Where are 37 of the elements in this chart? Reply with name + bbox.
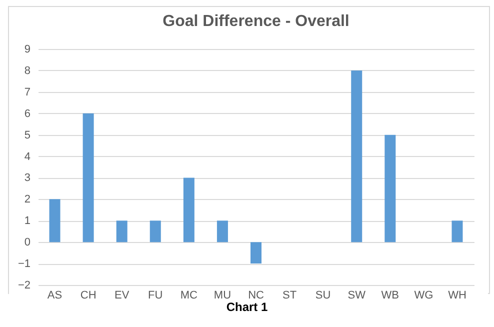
y-tick-label: 8 [24,64,30,77]
x-tick-label: SW [348,290,366,302]
bar [216,220,228,242]
y-tick-label: −1 [18,258,30,270]
y-tick-label: 3 [24,172,30,184]
bar [116,220,128,242]
x-tick-label: NC [248,290,264,302]
x-tick-label: SU [315,290,331,302]
x-tick-label: WH [448,290,466,302]
x-tick-label: CH [80,290,96,302]
y-tick-label: 2 [24,194,30,206]
x-tick-label: WB [381,290,400,302]
bar [150,220,161,242]
bar [49,199,60,242]
x-tick-label: EV [114,290,130,302]
x-tick-label: ST [282,290,297,302]
chart-title: Goal Difference - Overall [162,13,350,30]
bar [183,178,194,242]
x-tick-label: MC [180,290,198,302]
y-tick-label: 5 [24,129,30,142]
x-tick-label: WG [414,290,434,302]
y-tick-label: 7 [24,86,30,98]
bar [250,242,262,264]
x-tick-label: FU [148,290,163,302]
x-tick-label: MU [214,290,232,302]
bar [384,134,396,242]
y-tick-label: 4 [24,150,30,163]
x-tick-label: AS [47,290,62,302]
bar [82,113,94,242]
y-tick-label: −2 [18,280,30,292]
y-tick-label: 0 [24,236,30,249]
caption: Chart 1 [225,300,269,314]
y-tick-label: 9 [24,44,30,56]
y-tick-label: 6 [24,108,30,120]
bar [452,220,463,242]
y-tick-label: 1 [24,215,30,228]
bar [351,70,362,242]
